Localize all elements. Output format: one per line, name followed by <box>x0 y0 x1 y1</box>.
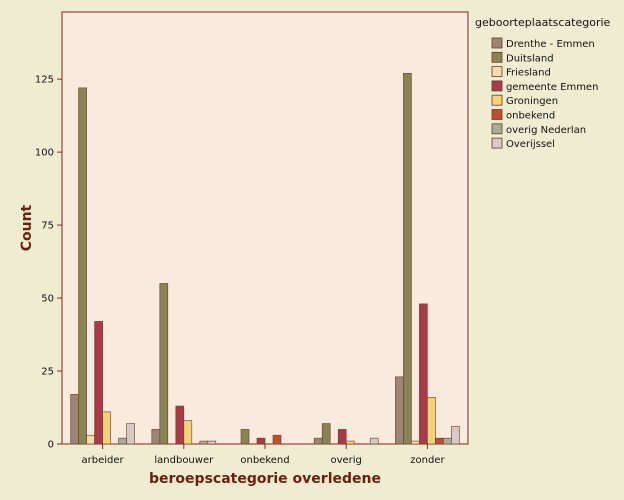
x-axis: arbeider landbouwer onbekend overig zonder <box>82 444 445 466</box>
bar-onbekend-gemeente-emmen <box>256 437 266 445</box>
x-tick-label: onbekend <box>240 455 289 466</box>
bar-zonder-overijssel <box>451 426 460 445</box>
legend-swatch <box>491 123 503 135</box>
bar-arbeider-drenthe-emmen <box>70 394 79 445</box>
legend-entry-label: overig Nederlan <box>506 125 586 136</box>
bar-arbeider-friesland <box>86 434 95 445</box>
bar-zonder-gemeente-emmen <box>419 303 428 445</box>
bar-zonder-drenthe-emmen <box>395 376 404 445</box>
bar-zonder-onbekend <box>435 437 444 445</box>
y-tick-label: 100 <box>35 148 54 159</box>
y-axis: 0 25 50 75 100 125 <box>35 75 62 451</box>
y-tick-label: 75 <box>41 221 54 232</box>
bar-arbeider-groningen <box>102 411 111 445</box>
legend-title: geboorteplaatscategorie <box>475 16 611 29</box>
plot-area <box>61 11 469 445</box>
x-axis-title: beroepscategorie overledene <box>149 471 381 487</box>
legend-entry-label: onbekend <box>506 111 555 122</box>
legend-swatch <box>491 80 503 92</box>
x-tick-label: overig <box>330 455 361 466</box>
bar-overig-gemeente-emmen <box>337 429 347 445</box>
legend-entry-label: Drenthe - Emmen <box>506 39 595 50</box>
bar-zonder-overig-nederlan <box>443 437 452 445</box>
legend-swatch <box>491 37 503 49</box>
y-axis-title: Count <box>19 204 35 251</box>
bar-landbouwer-groningen <box>183 420 193 445</box>
legend-entry-label: Duitsland <box>506 53 554 64</box>
legend-swatch <box>491 109 503 120</box>
y-tick-label: 125 <box>35 75 54 86</box>
bar-zonder-duitsland <box>403 73 412 445</box>
bar-overig-drenthe-emmen <box>313 437 323 445</box>
bars-group <box>70 73 460 445</box>
bar-zonder-friesland <box>411 440 420 445</box>
bar-onbekend-onbekend <box>272 434 282 445</box>
bar-landbouwer-drenthe-emmen <box>151 429 161 445</box>
legend-entry-label: Friesland <box>506 68 551 79</box>
x-tick-label: arbeider <box>82 455 125 466</box>
bar-arbeider-gemeente-emmen <box>94 321 103 445</box>
bar-landbouwer-overijssel <box>207 440 217 445</box>
bar-zonder-groningen <box>427 396 436 445</box>
legend-swatch <box>491 51 503 63</box>
x-tick-label: landbouwer <box>154 455 214 466</box>
x-tick-label: zonder <box>410 455 445 466</box>
bar-onbekend-duitsland <box>240 429 250 445</box>
y-tick-label: 0 <box>48 440 54 451</box>
legend-swatch <box>491 137 503 149</box>
bar-overig-groningen <box>345 440 355 445</box>
bar-overig-duitsland <box>321 423 331 445</box>
bar-arbeider-overijssel <box>126 423 135 445</box>
bar-landbouwer-overig-nederlan <box>199 440 209 445</box>
y-tick-label: 50 <box>41 294 54 305</box>
bar-overig-overijssel <box>369 437 379 445</box>
y-tick-label: 25 <box>41 367 54 378</box>
legend-swatch <box>491 66 503 77</box>
bar-landbouwer-duitsland <box>159 283 169 445</box>
bar-arbeider-duitsland <box>78 87 87 445</box>
legend-entry-label: Groningen <box>506 96 558 107</box>
legend: geboorteplaatscategorie Drenthe - Emmen D… <box>475 16 611 150</box>
legend-entry-label: Overijssel <box>506 139 555 150</box>
bar-landbouwer-gemeente-emmen <box>175 405 185 445</box>
legend-swatch <box>491 94 503 106</box>
legend-entry-label: gemeente Emmen <box>506 82 598 93</box>
bar-arbeider-overig-nederlan <box>118 437 127 445</box>
